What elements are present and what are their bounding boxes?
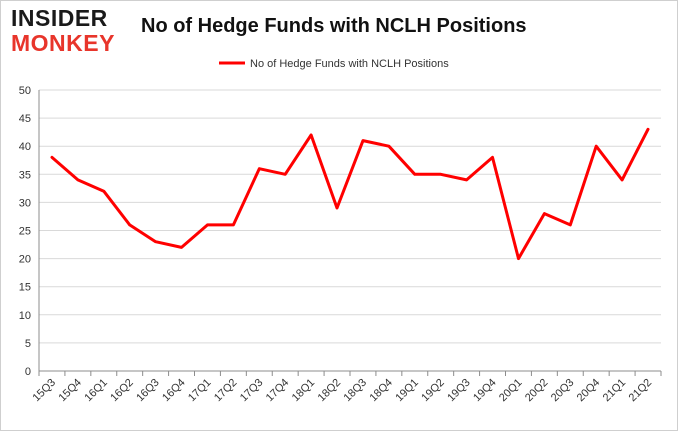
data-point — [50, 156, 54, 159]
legend: No of Hedge Funds with NCLH Positions — [219, 58, 449, 70]
data-point — [102, 189, 105, 193]
x-tick-label: 20Q3 — [549, 377, 577, 405]
y-tick-label: 35 — [19, 169, 31, 181]
y-tick-label: 10 — [19, 310, 31, 322]
y-tick-label: 25 — [19, 226, 31, 238]
x-tick-label: 16Q3 — [134, 377, 162, 405]
y-tick-label: 40 — [19, 141, 31, 153]
x-tick-label: 18Q4 — [367, 377, 395, 405]
data-point — [180, 246, 183, 249]
y-tick-label: 20 — [19, 254, 31, 266]
data-point — [646, 128, 650, 131]
y-tick-label: 45 — [19, 113, 31, 125]
insider-monkey-logo: INSIDER MONKEY — [11, 5, 115, 56]
legend-label: No of Hedge Funds with NCLH Positions — [250, 58, 449, 70]
gridlines — [39, 89, 661, 344]
x-tick-label: 16Q2 — [108, 377, 136, 405]
x-tick-label: 18Q2 — [316, 377, 344, 405]
y-tick-label: 15 — [19, 282, 31, 294]
x-tick-label: 18Q1 — [290, 377, 318, 405]
data-point — [232, 223, 235, 227]
x-tick-label: 20Q2 — [523, 377, 551, 405]
x-tick-label: 19Q4 — [471, 377, 499, 405]
data-point — [620, 178, 624, 182]
series-line — [50, 127, 650, 261]
data-point — [258, 167, 261, 170]
x-tick-label: 18Q3 — [342, 377, 370, 405]
x-tick-label: 17Q2 — [212, 377, 240, 405]
series-layer — [50, 127, 650, 261]
x-tick-label: 16Q1 — [82, 377, 110, 405]
data-point — [284, 173, 287, 176]
x-tick-label: 19Q3 — [445, 377, 473, 405]
x-tick-label: 15Q4 — [56, 377, 84, 405]
data-point — [154, 240, 157, 243]
x-tick-label: 17Q3 — [238, 377, 266, 405]
axes: 0 5 10 15 20 25 30 35 40 45 50 15Q315Q416Q116Q216Q3… — [19, 85, 662, 405]
data-point — [465, 178, 468, 182]
data-point — [309, 133, 313, 137]
x-tick-label: 17Q4 — [264, 377, 292, 405]
data-point — [543, 212, 546, 215]
data-point — [76, 178, 80, 182]
y-tick-label: 5 — [25, 338, 31, 350]
data-point — [335, 206, 339, 210]
data-point — [128, 223, 131, 227]
x-tick-label: 17Q1 — [186, 377, 214, 405]
x-tick-label: 15Q3 — [31, 377, 59, 405]
x-tick-label: 20Q4 — [575, 377, 603, 405]
y-tick-label: 50 — [19, 85, 31, 97]
data-point — [491, 156, 494, 159]
data-point — [361, 139, 365, 142]
x-tick-label: 21Q2 — [627, 377, 655, 405]
y-tick-label: 30 — [19, 197, 31, 209]
data-point — [569, 223, 572, 227]
x-tick-label: 16Q4 — [160, 377, 188, 405]
chart-title: No of Hedge Funds with NCLH Positions — [141, 15, 527, 37]
data-point — [413, 173, 416, 176]
x-tick-label: 20Q1 — [497, 377, 525, 405]
y-tick-label: 0 — [25, 366, 31, 378]
x-tick-label: 21Q1 — [601, 377, 629, 405]
data-point — [439, 173, 442, 176]
x-tick-label: 19Q1 — [393, 377, 421, 405]
data-point — [595, 145, 598, 148]
data-point — [206, 223, 209, 227]
data-point — [517, 257, 520, 260]
x-tick-label: 19Q2 — [419, 377, 447, 405]
data-point — [387, 145, 391, 148]
